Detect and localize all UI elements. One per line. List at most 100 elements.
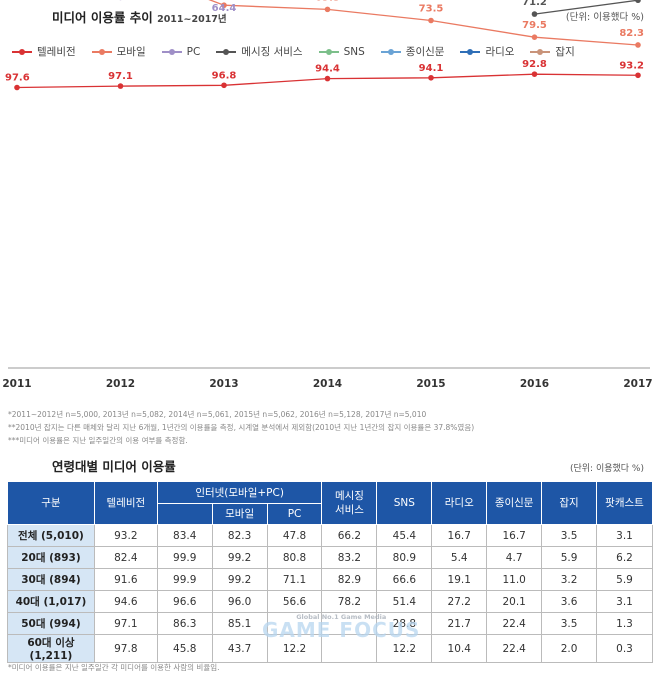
data-point [428,17,434,24]
data-point [635,72,641,79]
table-cell: 96.6 [156,590,213,613]
table-cell: 3.6 [541,590,597,613]
table-unit: (단위: 이용했다 %) [569,464,644,474]
table-cell: 80.9 [376,546,433,569]
th-messaging-line1: 메시징 [334,490,364,502]
watermark-small: Global No.1 Game Media [296,613,387,621]
table-cell: 78.2 [321,590,378,613]
th-sns: SNS [376,481,433,525]
table-cell: 99.9 [156,546,213,569]
legend-label: 텔레비전 [37,46,76,58]
row-header-cell: 40대 (1,017) [7,590,95,613]
legend-swatch-icon [530,47,551,57]
chart-title-text: 미디어 이용률 추이 [52,10,153,25]
table-cell: 97.1 [93,612,158,635]
table-cell: 10.4 [431,634,488,663]
legend-swatch-icon [460,47,481,57]
table-cell: 4.7 [486,546,543,569]
chart-title: 미디어 이용률 추이 2011~2017년 [52,7,227,26]
data-point [324,75,331,82]
chart-unit: (단위: 이용했다 %) [565,12,644,23]
table-cell: 94.6 [93,590,158,613]
table-row: 전체 (5,010) 93.2 83.4 82.3 47.8 66.2 45.4 16.7 16… [7,524,653,547]
table-cell: 99.9 [156,568,213,591]
data-label: 94.4 [315,64,340,75]
table-row: 60대 이상 (1,211) 97.8 45.8 43.7 12.2 12.2 10.4 22… [7,634,653,663]
th-pc: PC [266,503,323,525]
data-label: 69.5 [315,0,340,3]
data-label: 97.6 [5,73,30,84]
table-cell: 45.4 [376,524,433,547]
table-cell: 85.1 [211,612,268,635]
legend-item: 라디오 [460,44,514,59]
table-cell: 66.2 [321,524,378,547]
x-tick-label: 2012 [106,378,135,390]
data-point [221,2,227,9]
table-cell: 20.1 [486,590,543,613]
data-label: 96.8 [212,70,237,81]
data-point [324,6,331,13]
data-label: 97.1 [108,71,133,82]
table-cell: 19.1 [431,568,488,591]
note-1: *2011~2012년 n=5,000, 2013년 n=5,082, 2014… [8,410,427,419]
table-cell: 6.2 [596,546,653,569]
table-cell: 16.7 [431,524,488,547]
watermark-logo: Global No.1 Game Media GAME FOCUS [262,613,420,640]
table-cell: 66.6 [376,568,433,591]
data-point [531,11,538,17]
legend-item: 메시징 서비스 [216,44,303,59]
legend-item: 모바일 [91,44,146,59]
table-cell: 11.0 [486,568,543,591]
legend-swatch-icon [161,47,182,57]
data-point [635,42,641,48]
data-point [221,82,227,89]
legend-item: SNS [318,44,365,59]
table-cell: 5.9 [541,546,597,569]
legend-item: 잡지 [530,44,575,59]
table-cell: 93.2 [93,524,158,547]
data-label: 79.5 [522,20,547,31]
legend-swatch-icon [12,47,32,57]
age-media-table: 구분 텔레비전 인터넷(모바일+PC) 메시징 서비스 SNS 라디오 종이신문… [7,481,653,663]
legend-label: PC [186,45,201,58]
x-tick-label: 2013 [209,378,238,390]
legend-label: 모바일 [116,46,146,58]
table-cell: 3.1 [596,524,653,547]
legend-item: PC [161,44,201,59]
table-cell: 80.8 [266,546,323,569]
table-cell: 0.3 [596,634,653,663]
note-3: ***미디어 이용률은 지난 일주일간의 이용 여부를 측정함. [8,436,188,445]
table-cell: 82.9 [321,568,378,591]
table-cell: 51.4 [376,590,433,613]
row-header-cell: 전체 (5,010) [7,524,95,547]
row-header-cell: 50대 (994) [7,612,95,635]
table-cell: 12.2 [266,634,323,663]
data-label: 94.1 [419,63,444,74]
table-cell: 22.4 [486,612,543,635]
table-cell: 82.3 [211,524,268,547]
th-paper: 종이신문 [486,481,543,525]
table-footnote: *미디어 이용률은 지난 일주일간 각 미디어를 이용한 사람의 비율임. [8,663,220,672]
data-label: 64.4 [212,3,237,14]
legend-label: 종이신문 [405,46,445,58]
x-tick-label: 2014 [313,378,342,390]
legend-swatch-icon [318,47,339,57]
table-cell: 21.7 [431,612,488,635]
table-cell: 1.3 [596,612,653,635]
x-tick-label: 2017 [623,378,652,390]
data-point [531,71,538,77]
table-cell: 45.8 [156,634,213,663]
series-line [534,0,639,15]
table-cell: 3.2 [541,568,597,591]
data-point [428,74,434,81]
table-cell: 99.2 [211,546,268,569]
legend-label: 라디오 [485,46,515,58]
legend-swatch-icon [91,47,112,57]
table-row: 50대 (994) 97.1 86.3 85.1 28.8 21.7 22.4 3.5 1.3 [7,612,653,635]
legend-label: 잡지 [555,46,575,58]
th-internet-total [156,503,213,525]
data-label: 71.2 [522,0,547,8]
table-cell: 83.4 [156,524,213,547]
table-cell: 47.8 [266,524,323,547]
legend-label: 메시징 서비스 [241,46,303,58]
